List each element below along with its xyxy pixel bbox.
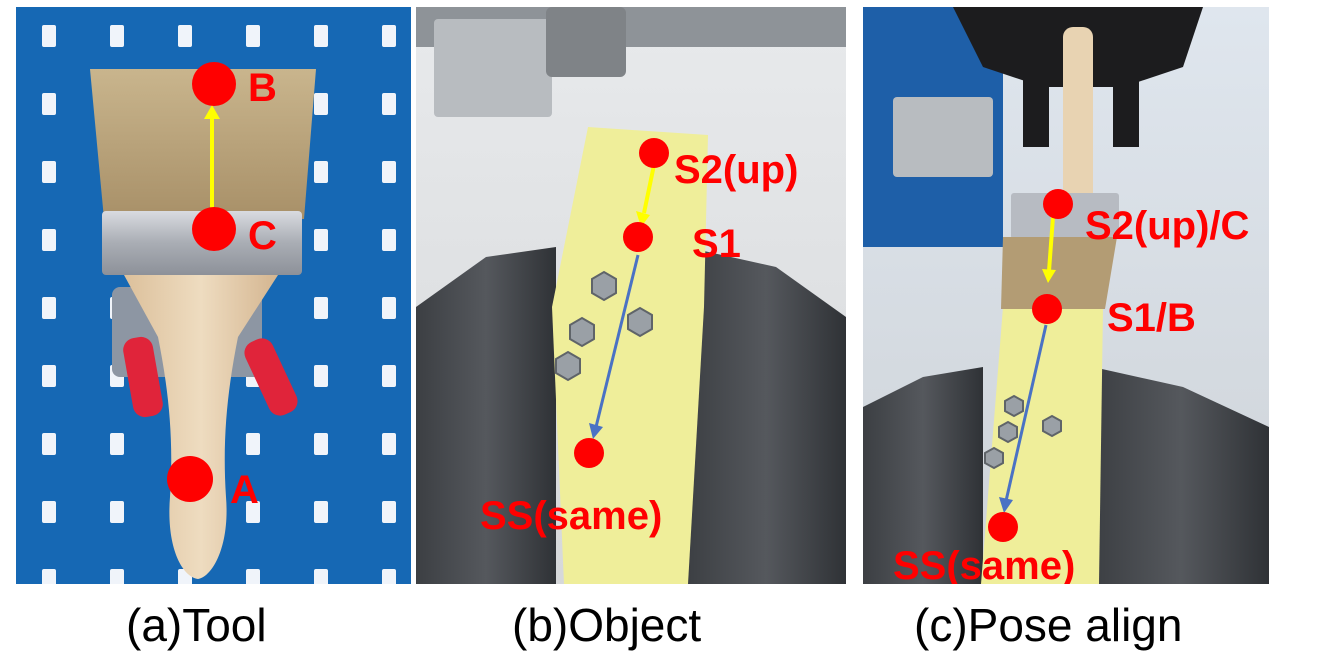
caption-tool: (a)Tool (126, 599, 267, 651)
nuts (984, 394, 1062, 470)
power-box (434, 19, 552, 117)
tape-strip (552, 127, 708, 584)
panel-pose-align: S2(up)/C S1/B SS(same) (863, 7, 1269, 584)
blue-arrow (1004, 324, 1048, 502)
label-s1b: S1/B (1107, 296, 1196, 340)
label-a: A (230, 468, 259, 512)
marker-s1b (1032, 294, 1062, 324)
vise-right (1093, 367, 1269, 584)
tool-photo: B C A (16, 7, 411, 584)
label-s2c: S2(up)/C (1085, 204, 1249, 248)
power-box (893, 97, 993, 177)
handle (124, 275, 278, 579)
blue-arrowhead (589, 423, 603, 439)
marker-s2c (1043, 189, 1073, 219)
label-b: B (248, 66, 277, 110)
gripper-finger-left (1023, 47, 1049, 147)
yellow-arrowhead (636, 211, 650, 227)
marker-a (167, 456, 213, 502)
blue-arrow (594, 254, 640, 428)
caption-pose-align: (c)Pose align (914, 599, 1183, 651)
marker-ss (574, 438, 604, 468)
blue-arrowhead (999, 497, 1013, 513)
label-s1: S1 (692, 222, 741, 266)
label-ss: SS(same) (480, 494, 662, 538)
hanger-peg-right (244, 338, 298, 416)
marker-ss (988, 512, 1018, 542)
vise-left (416, 247, 556, 584)
marker-b (192, 62, 236, 106)
marker-c (192, 207, 236, 251)
panel-object: S2(up) S1 SS(same) (416, 7, 846, 584)
vise-right (686, 247, 846, 584)
gripper-finger-right (1113, 47, 1139, 147)
yellow-arrow (1047, 216, 1055, 272)
yellow-arrowhead (204, 105, 220, 119)
bristles (1001, 237, 1117, 309)
hanger-peg-left (123, 336, 163, 418)
pose-align-photo: S2(up)/C S1/B SS(same) (863, 7, 1269, 584)
vise-left (863, 367, 983, 584)
label-c: C (248, 214, 277, 258)
caption-object: (b)Object (512, 599, 702, 651)
brush-handle (1063, 27, 1093, 207)
yellow-arrow (642, 164, 656, 214)
object-photo: S2(up) S1 SS(same) (416, 7, 846, 584)
machine-part (546, 7, 626, 77)
yellow-arrowhead (1042, 269, 1056, 283)
panel-tool: B C A (16, 7, 411, 584)
label-s2: S2(up) (674, 148, 798, 192)
marker-s1 (623, 222, 653, 252)
nuts (555, 270, 653, 382)
bristles (90, 69, 316, 219)
marker-s2 (639, 138, 669, 168)
label-ss: SS(same) (893, 544, 1075, 584)
